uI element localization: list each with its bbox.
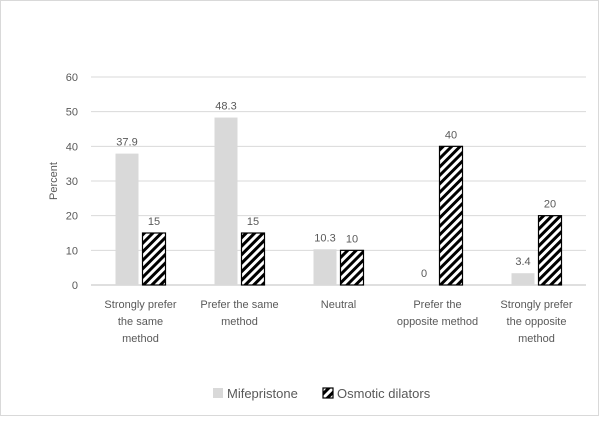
bar-mifepristone <box>214 117 238 285</box>
y-tick-label: 30 <box>66 176 78 188</box>
legend-swatch-osmotic-dilators <box>322 387 334 399</box>
data-label: 10 <box>346 233 358 245</box>
category-label: Prefer the same <box>200 299 278 311</box>
category-label: method <box>518 333 555 345</box>
bar-mifepristone <box>511 273 535 285</box>
category-label: method <box>122 333 159 345</box>
data-label: 48.3 <box>215 101 236 113</box>
data-label: 10.3 <box>314 232 335 244</box>
data-labels: 37.9 48.3 10.3 0 3.4 15 15 10 40 20 <box>116 101 556 280</box>
bar-osmotic-dilators <box>537 215 563 286</box>
legend-label-osmotic-dilators: Osmotic dilators <box>337 386 431 401</box>
y-tick-label: 0 <box>72 280 78 292</box>
y-axis-label: Percent <box>48 162 60 200</box>
category-labels: Strongly prefer the same method Prefer the … <box>104 299 572 345</box>
bar-mifepristone <box>313 249 337 285</box>
y-tick-label: 60 <box>66 72 78 84</box>
legend: Mifepristone Osmotic dilators <box>213 386 431 401</box>
data-label: 3.4 <box>515 256 530 268</box>
category-label: Neutral <box>321 299 356 311</box>
data-label: 15 <box>148 216 160 228</box>
y-tick-label: 50 <box>66 107 78 119</box>
category-label: opposite method <box>397 316 478 328</box>
bars <box>115 117 563 286</box>
bar-osmotic-dilators <box>240 232 266 286</box>
legend-label-mifepristone: Mifepristone <box>227 386 298 401</box>
y-axis-ticks: 0 10 20 30 40 50 60 <box>66 72 78 292</box>
data-label: 40 <box>445 129 457 141</box>
data-label: 0 <box>421 268 427 280</box>
bar-osmotic-dilators <box>141 232 167 286</box>
data-label: 15 <box>247 216 259 228</box>
y-tick-label: 10 <box>66 245 78 257</box>
y-tick-label: 40 <box>66 141 78 153</box>
category-label: Strongly prefer <box>500 299 572 311</box>
data-label: 20 <box>544 199 556 211</box>
legend-swatch-mifepristone <box>213 388 223 398</box>
data-label: 37.9 <box>116 137 137 149</box>
bar-osmotic-dilators <box>339 249 365 286</box>
category-label: the same <box>118 316 163 328</box>
category-label: Strongly prefer <box>104 299 176 311</box>
bar-mifepristone <box>115 153 139 285</box>
category-label: Prefer the <box>413 299 461 311</box>
category-label: method <box>221 316 258 328</box>
gridlines <box>91 76 586 286</box>
y-tick-label: 20 <box>66 211 78 223</box>
bar-osmotic-dilators <box>438 145 464 286</box>
category-label: the opposite <box>507 316 567 328</box>
